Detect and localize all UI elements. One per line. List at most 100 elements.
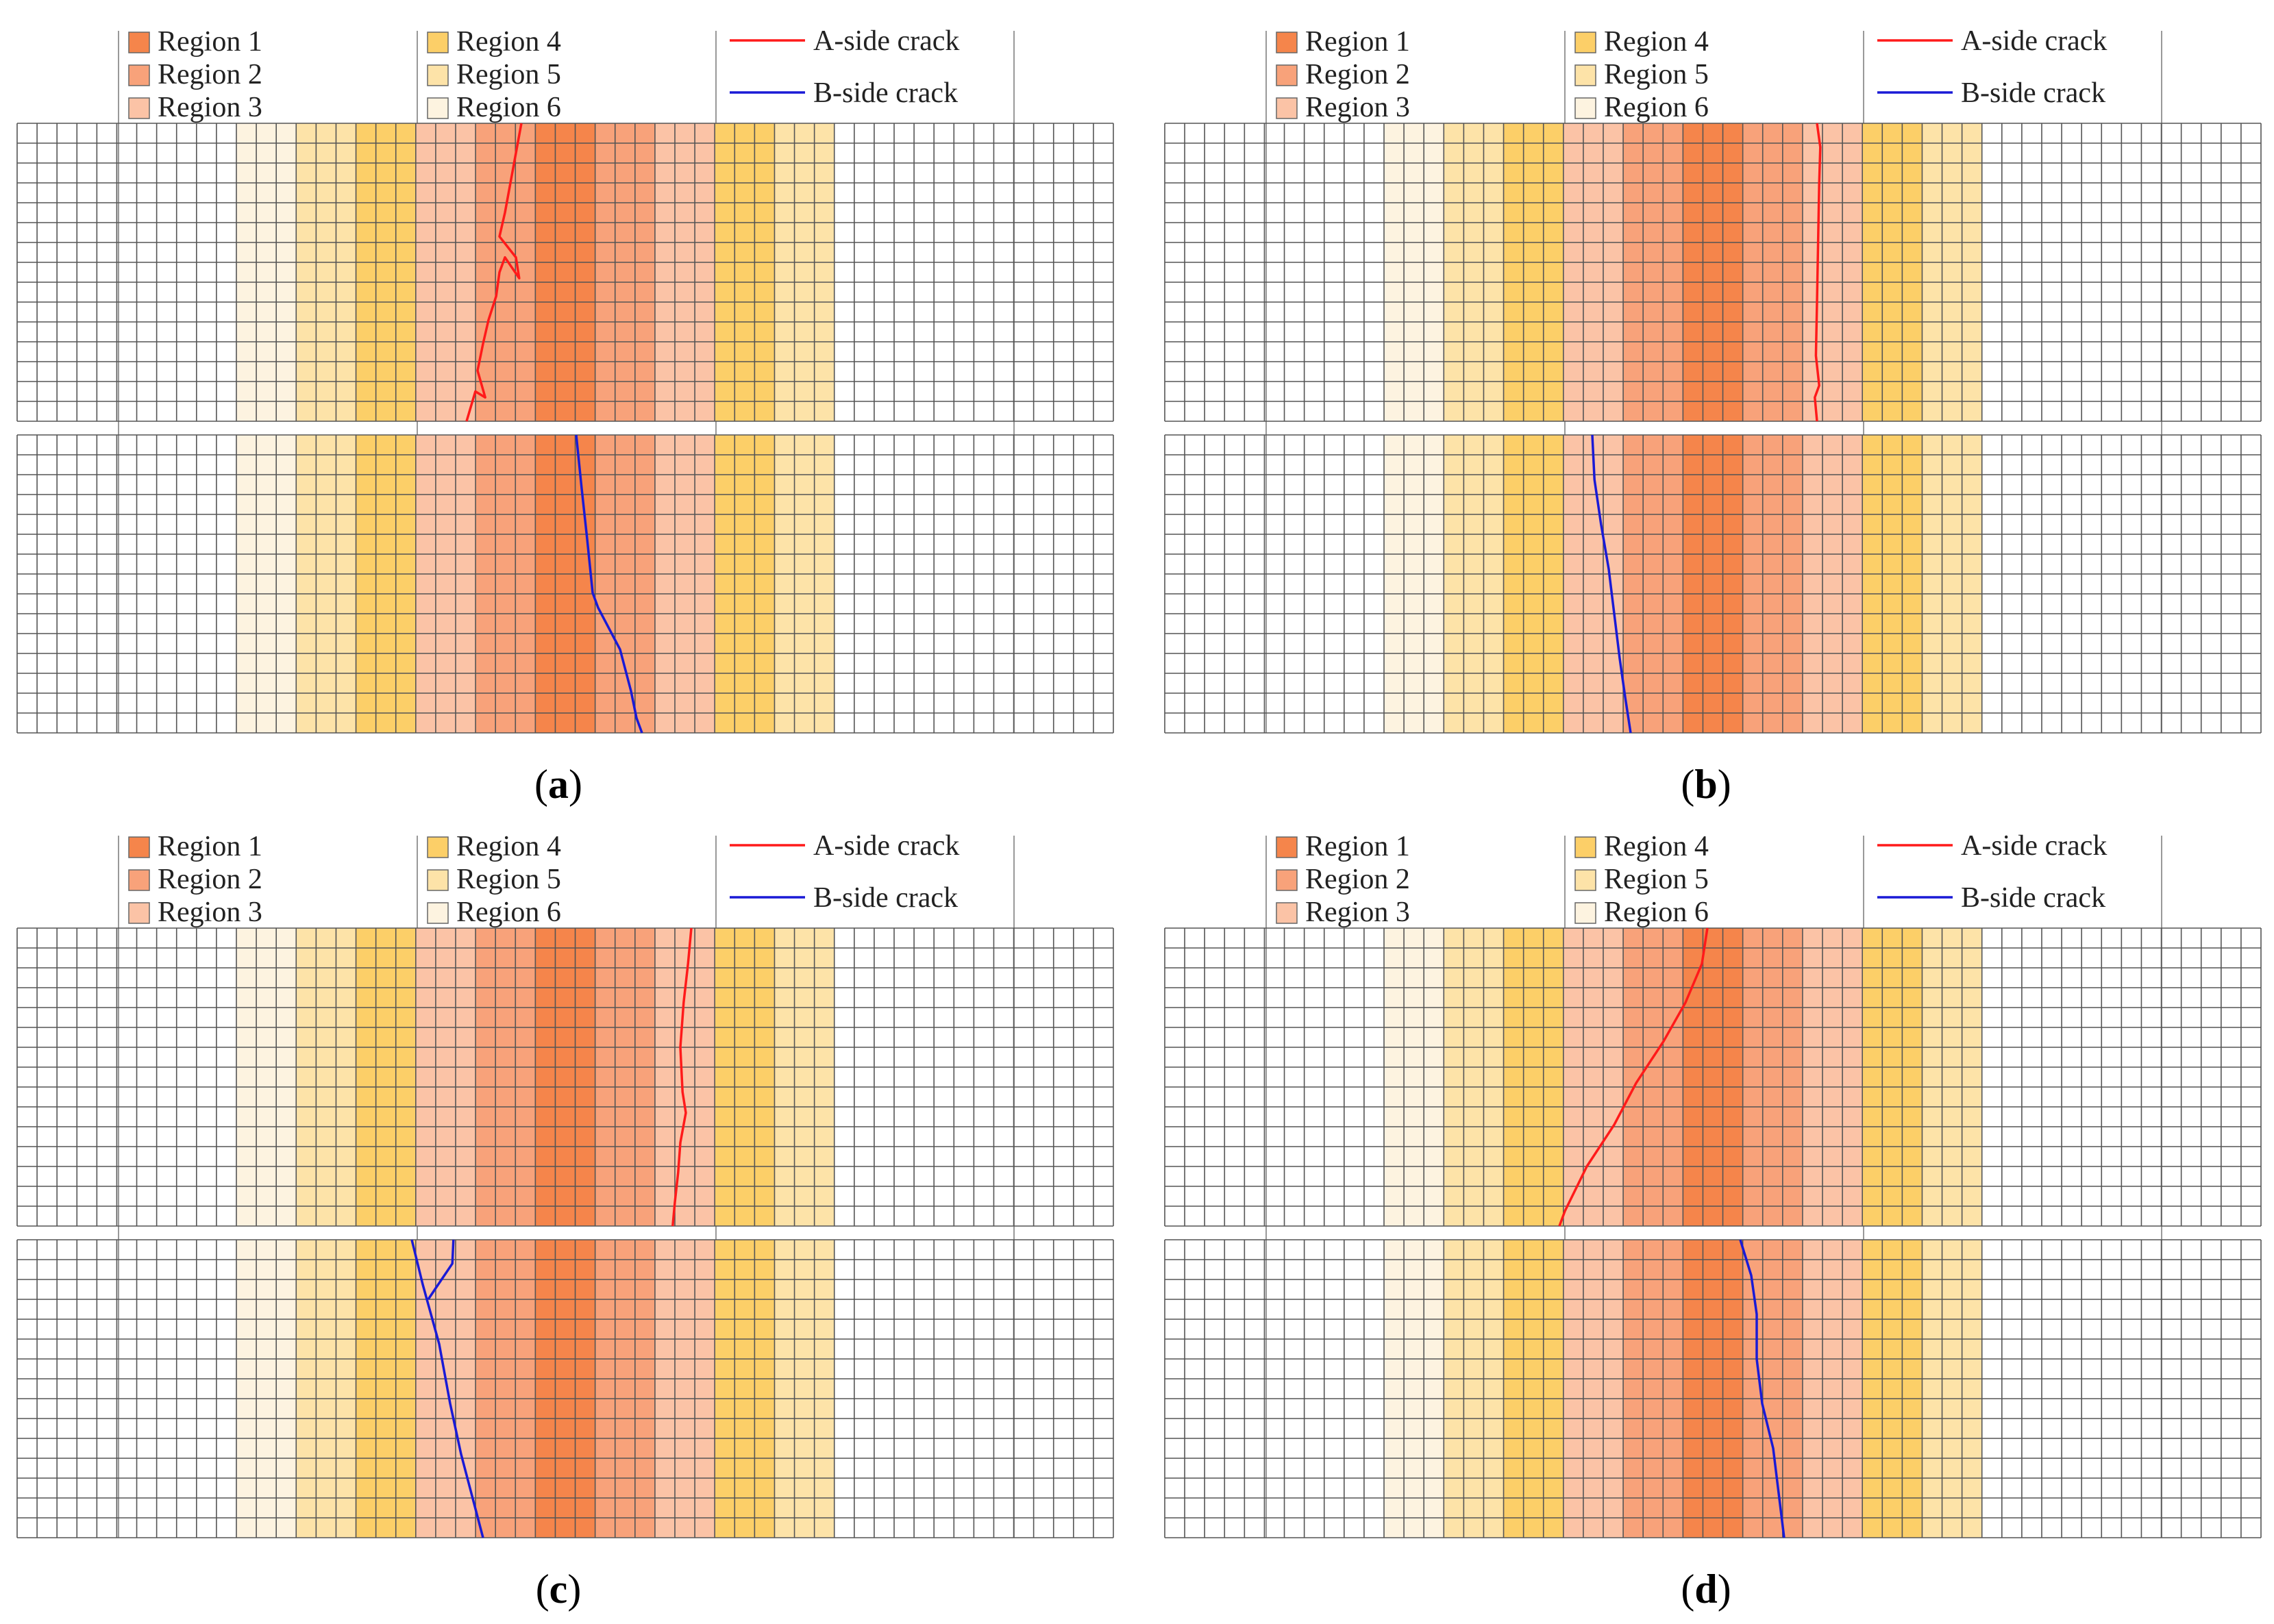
legend-swatch-region-4 <box>427 32 449 53</box>
region5-band <box>296 1240 356 1538</box>
legend-swatch-region-3 <box>1276 902 1298 924</box>
a-side-crack <box>465 123 523 422</box>
legend-label-a-crack: A-side crack <box>813 830 959 862</box>
legend-label-region-5: Region 5 <box>1604 864 1709 895</box>
region3-band <box>415 928 476 1226</box>
region2-band <box>1742 435 1803 733</box>
legend-swatch-region-6 <box>1574 97 1596 119</box>
legend-label-region-1: Region 1 <box>1305 831 1410 862</box>
region2-band <box>595 1240 655 1538</box>
region5-band <box>774 1240 835 1538</box>
region3-band <box>415 435 476 733</box>
legend-label-region-2: Region 2 <box>158 59 262 90</box>
legend-swatch-region-2 <box>1276 869 1298 891</box>
region4-band <box>356 435 416 733</box>
region6-band <box>236 123 297 421</box>
legend-swatch-region-4 <box>1574 32 1596 53</box>
grid-block-b-top <box>1164 123 2262 422</box>
region6-band <box>236 1240 297 1538</box>
grid-lines <box>16 123 1114 422</box>
region2-band <box>1742 123 1803 421</box>
region4-band <box>356 928 416 1226</box>
region6-band <box>1384 123 1444 421</box>
legend-label-region-6: Region 6 <box>1604 897 1709 928</box>
b-side-crack <box>1739 1239 1785 1538</box>
region5-band <box>774 435 835 733</box>
legend-label-a-crack: A-side crack <box>1961 830 2107 862</box>
region5-band <box>1444 123 1504 421</box>
legend-swatch-region-2 <box>128 64 150 86</box>
legend-swatch-region-4 <box>1574 836 1596 858</box>
region2-band <box>1623 928 1683 1226</box>
legend-swatch-region-1 <box>128 836 150 858</box>
grid-block-a-bottom <box>16 434 1114 734</box>
legend-label-a-crack: A-side crack <box>813 25 959 57</box>
legend-swatch-region-5 <box>1574 869 1596 891</box>
region5-band <box>1922 435 1982 733</box>
region3-band <box>1563 123 1624 421</box>
region3-band <box>415 1240 476 1538</box>
legend-label-region-5: Region 5 <box>456 59 561 90</box>
legend-swatch-region-2 <box>128 869 150 891</box>
region2-band <box>595 928 655 1226</box>
legend-swatch-region-3 <box>1276 97 1298 119</box>
region4-band <box>1862 123 1923 421</box>
legend-swatch-region-5 <box>1574 64 1596 86</box>
region6-band <box>1384 1240 1444 1538</box>
grid-block-a-top <box>16 123 1114 422</box>
region3-band <box>654 928 715 1226</box>
legend-label-region-4: Region 4 <box>456 831 561 862</box>
legend-label-b-crack: B-side crack <box>1961 882 2105 914</box>
region2-band <box>1623 1240 1683 1538</box>
region2-band <box>475 1240 536 1538</box>
legend-label-region-3: Region 3 <box>1305 897 1410 928</box>
region2-band <box>475 123 536 421</box>
grid-block-b-bottom <box>1164 434 2262 734</box>
region5-band <box>296 435 356 733</box>
region2-band <box>1623 123 1683 421</box>
region2-band <box>595 123 655 421</box>
region4-band <box>715 435 775 733</box>
region3-band <box>415 123 476 421</box>
grid-lines <box>16 927 1114 1227</box>
legend-label-region-6: Region 6 <box>1604 92 1709 123</box>
region4-band <box>715 928 775 1226</box>
grid-block-c-top <box>16 927 1114 1227</box>
legend-swatch-region-6 <box>427 97 449 119</box>
legend-label-region-4: Region 4 <box>1604 26 1709 58</box>
region4-band <box>356 1240 416 1538</box>
legend-label-region-2: Region 2 <box>158 864 262 895</box>
legend-label-region-3: Region 3 <box>1305 92 1410 123</box>
legend-swatch-region-4 <box>427 836 449 858</box>
legend-swatch-region-2 <box>1276 64 1298 86</box>
legend-swatch-region-5 <box>427 869 449 891</box>
region3-band <box>654 123 715 421</box>
region4-band <box>715 123 775 421</box>
legend-swatch-region-3 <box>128 902 150 924</box>
region4-band <box>1503 123 1564 421</box>
b-side-crack-branch <box>427 1239 455 1300</box>
panel-caption-b: (b) <box>1681 762 1731 807</box>
region6-band <box>1384 435 1444 733</box>
panel-caption-a: (a) <box>534 762 582 807</box>
legend-label-b-crack: B-side crack <box>813 882 958 914</box>
grid-block-c-bottom <box>16 1239 1114 1538</box>
region2-band <box>1623 435 1683 733</box>
region5-band <box>1922 928 1982 1226</box>
region5-band <box>1922 1240 1982 1538</box>
region5-band <box>296 928 356 1226</box>
panel-caption-c: (c) <box>536 1566 582 1612</box>
legend-label-region-4: Region 4 <box>1604 831 1709 862</box>
region4-band <box>1503 928 1564 1226</box>
grid-lines <box>1164 434 2262 734</box>
legend-label-region-5: Region 5 <box>1604 59 1709 90</box>
region3-band <box>654 1240 715 1538</box>
region3-band <box>1802 435 1863 733</box>
region1-band <box>1683 1240 1743 1538</box>
region2-band <box>595 435 655 733</box>
grid-lines <box>1164 123 2262 422</box>
